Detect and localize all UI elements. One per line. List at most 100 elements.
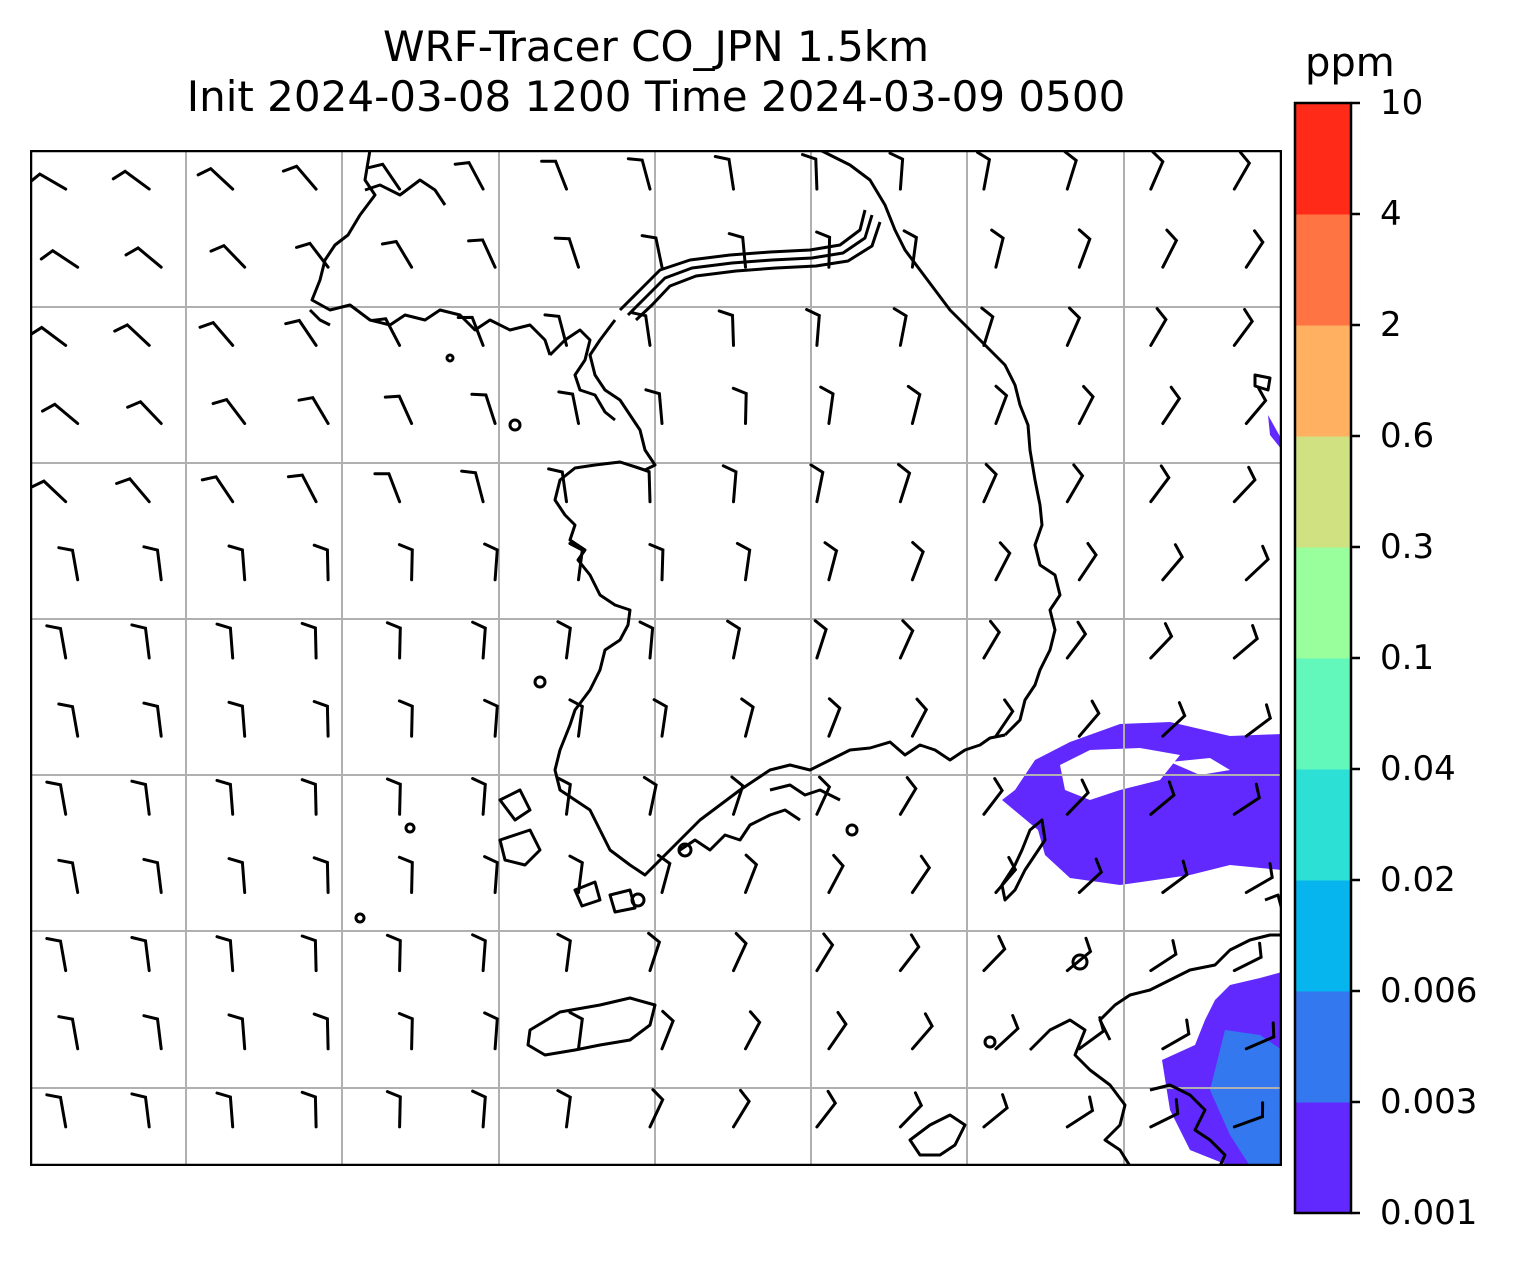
wind-barb <box>1149 780 1176 816</box>
wind-barb <box>57 702 80 738</box>
wind-barb <box>827 853 845 894</box>
wind-barb <box>471 933 487 973</box>
wind-barb <box>568 542 584 582</box>
wind-barb <box>312 700 330 738</box>
colorbar-segment <box>1295 1102 1351 1214</box>
wind-barb <box>982 934 1007 973</box>
wind-barb <box>281 164 318 191</box>
wind-barb <box>994 384 1009 425</box>
wind-barb <box>30 325 68 347</box>
wind-barb <box>1063 150 1078 191</box>
wind-barb <box>227 857 247 894</box>
wind-barb <box>556 932 572 973</box>
wind-barb <box>367 162 402 191</box>
wind-barb <box>1244 229 1265 269</box>
wind-barb <box>892 307 908 347</box>
wind-barb <box>910 1012 934 1051</box>
wind-barb <box>483 1011 499 1051</box>
wind-barb <box>543 313 568 347</box>
wind-barb <box>30 479 68 504</box>
tracer-concentration-fill <box>1002 415 1282 1166</box>
wind-barb <box>1149 939 1178 973</box>
wind-barb <box>980 306 995 347</box>
wind-barb <box>1077 1016 1106 1051</box>
wind-barb <box>809 463 825 504</box>
wind-barb <box>209 243 247 269</box>
wind-barb <box>982 462 998 504</box>
wind-barb <box>385 621 402 660</box>
wind-barb <box>540 159 568 191</box>
wind-barb <box>1232 624 1259 660</box>
wind-barb <box>1161 228 1179 269</box>
colorbar-tick-label: 4 <box>1380 194 1402 234</box>
map-title: WRF-Tracer CO_JPN 1.5km Init 2024-03-08 … <box>30 22 1282 122</box>
wind-barb <box>45 780 68 816</box>
wind-barb <box>460 469 485 504</box>
wind-barb <box>827 1011 848 1051</box>
wind-barb <box>1149 307 1168 347</box>
colorbar-tick-label: 0.001 <box>1380 1193 1478 1233</box>
wind-barb <box>227 544 247 582</box>
wind-barb <box>142 545 163 582</box>
title-line-2: Init 2024-03-08 1200 Time 2024-03-09 050… <box>186 72 1126 121</box>
wind-barb <box>568 1010 584 1051</box>
wind-barb <box>1161 1018 1191 1051</box>
wind-barb <box>815 1089 838 1129</box>
wind-barb <box>652 698 668 738</box>
wind-barb <box>1149 464 1171 504</box>
wind-barb <box>45 624 68 660</box>
wind-barb <box>556 620 572 660</box>
coastlines <box>308 150 1282 1166</box>
wind-barb <box>57 1015 80 1051</box>
wind-barb <box>45 1093 68 1129</box>
wind-barb <box>819 385 835 425</box>
wind-barb <box>740 697 755 738</box>
colorbar-tick-label: 0.6 <box>1380 416 1435 456</box>
wind-barb <box>111 169 151 191</box>
wind-barb <box>397 543 414 582</box>
wind-barb <box>142 701 163 738</box>
wind-barbs <box>30 150 1276 1129</box>
colorbar-segment <box>1295 214 1351 326</box>
wind-barb <box>385 1090 402 1129</box>
wind-barb <box>215 778 235 816</box>
wind-barb <box>397 1012 414 1051</box>
wind-barb <box>385 777 402 816</box>
colorbar-tick-label: 2 <box>1380 305 1402 345</box>
wind-barb <box>45 937 68 973</box>
wind-barb <box>215 935 235 973</box>
wind-barb <box>385 933 402 973</box>
wind-barb <box>1232 782 1261 816</box>
wind-barb <box>470 392 497 425</box>
wind-barb <box>1065 778 1090 816</box>
wind-barb <box>994 541 1012 582</box>
wind-barb <box>568 854 584 894</box>
wind-barb <box>898 1091 924 1129</box>
colorbar-tick-label: 0.04 <box>1380 749 1456 789</box>
wind-barb <box>717 309 735 347</box>
wind-barb <box>726 619 742 660</box>
wind-barb <box>556 1089 572 1129</box>
wind-barb <box>805 308 821 347</box>
wind-barb <box>370 317 402 347</box>
wind-barb <box>898 933 921 973</box>
wind-barb <box>982 619 1002 660</box>
wind-barb <box>888 151 905 191</box>
wind-barb <box>312 1012 330 1051</box>
wind-barb <box>1077 699 1101 738</box>
wind-barb <box>1161 859 1189 894</box>
wind-barb <box>827 697 842 738</box>
colorbar-tick-label: 10 <box>1380 83 1424 123</box>
colorbar-segment <box>1295 880 1351 992</box>
wind-barb <box>735 541 752 582</box>
wind-barb <box>1244 1021 1276 1051</box>
wind-barb <box>648 1088 665 1129</box>
wind-barb <box>211 397 247 425</box>
wind-barb <box>1065 620 1088 660</box>
wind-barb <box>813 619 828 660</box>
wind-barb <box>660 1009 675 1051</box>
wind-barb <box>910 697 929 738</box>
colorbar-tick-label: 0.006 <box>1380 971 1478 1011</box>
wind-barb <box>1161 385 1182 425</box>
wind-barb <box>976 150 992 191</box>
